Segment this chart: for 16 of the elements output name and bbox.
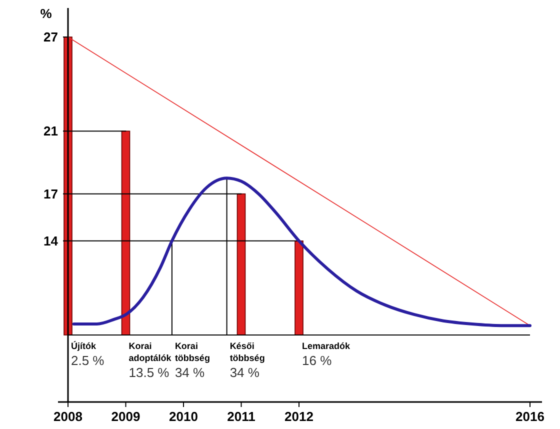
annotation: Késői többség 34 % [230, 341, 265, 380]
y-tick-label: 21 [44, 124, 58, 139]
annotation: Korai adoptálók 13.5 % [128, 341, 172, 380]
x-tick-label: 2016 [516, 409, 544, 424]
x-tick-label: 2008 [54, 409, 82, 424]
y-tick-label: 14 [44, 233, 59, 248]
y-tick-label: 27 [44, 30, 58, 45]
annotation: Korai többség 34 % [174, 341, 210, 380]
x-tick-label: 2012 [284, 409, 314, 424]
x-tick-label: 2010 [169, 409, 198, 424]
annotation: Lemaradók 16 % [302, 341, 352, 368]
x-tick-label: 2011 [227, 409, 256, 424]
x-tick-label: 2009 [111, 409, 140, 424]
y-axis-title: % [40, 6, 52, 21]
y-tick-label: 17 [44, 186, 58, 202]
annotation: Újítók 2.5 % [71, 341, 105, 368]
